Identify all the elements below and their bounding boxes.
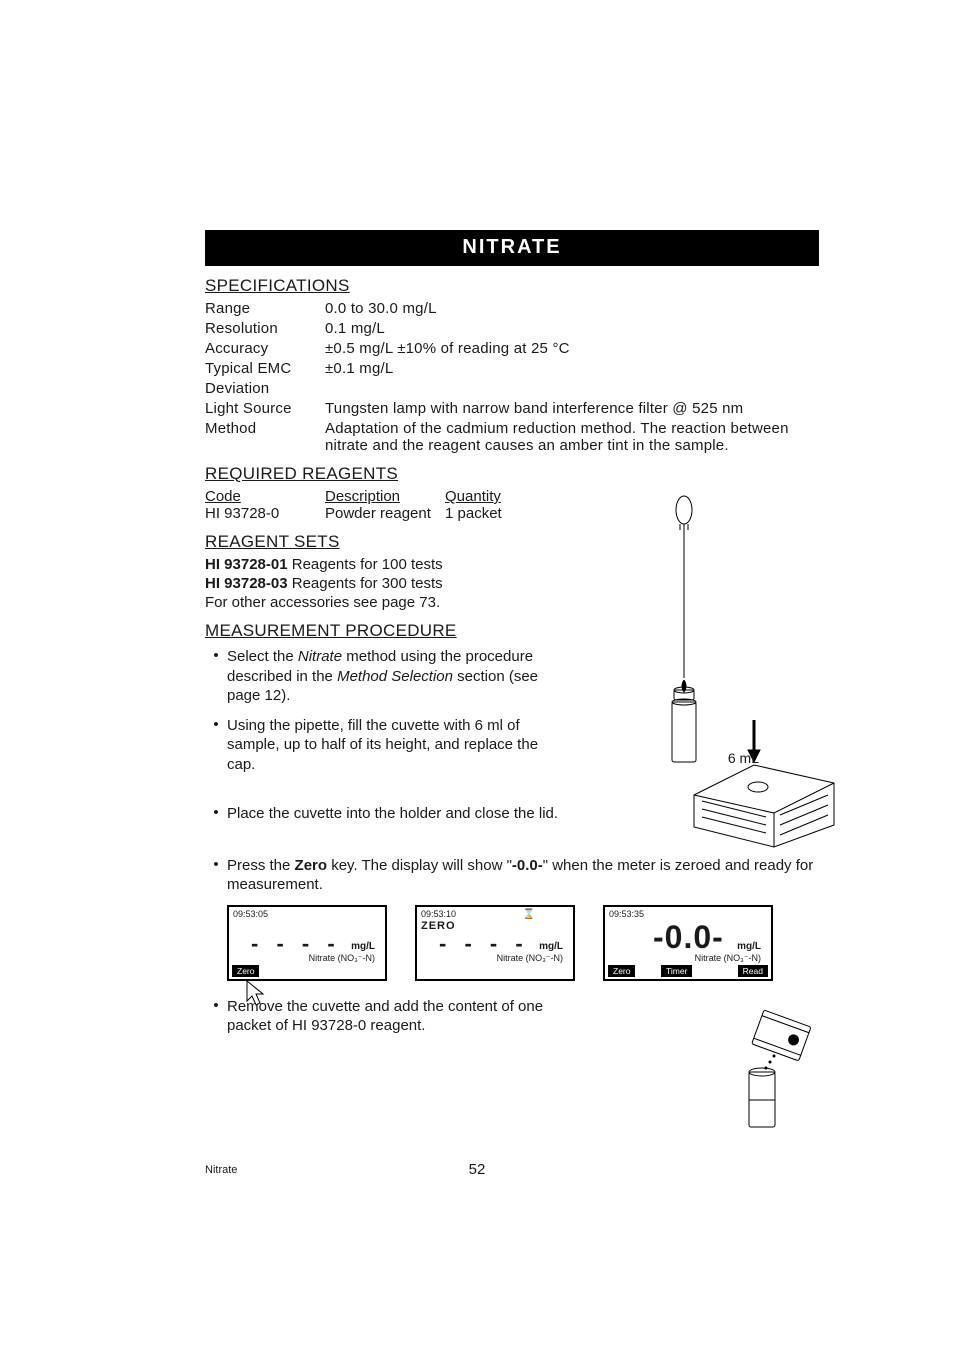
section-required-reagents: REQUIRED REAGENTS [205, 464, 819, 484]
lcd-zero-button[interactable]: Zero [608, 965, 635, 977]
lcd-method: Nitrate (NO₃⁻-N) [309, 953, 375, 964]
spec-value: Tungsten lamp with narrow band interfere… [325, 400, 819, 417]
spec-value: ±0.1 mg/L [325, 360, 819, 377]
section-specifications: SPECIFICATIONS [205, 276, 819, 296]
lcd-unit: mg/L [351, 941, 375, 952]
lcd-reading: -0.0- [653, 919, 724, 956]
spec-row-method: Method Adaptation of the cadmium reducti… [205, 420, 819, 454]
reagent-set-desc: Reagents for 100 tests [292, 556, 443, 573]
page-number: 52 [469, 1161, 486, 1178]
lcd-method: Nitrate (NO₃⁻-N) [497, 953, 563, 964]
reagent-set-code: HI 93728-01 [205, 556, 288, 573]
lcd-screen-1: 09:53:05 - - - - mg/L Nitrate (NO₃⁻-N) Z… [227, 905, 387, 981]
reagent-head-code: Code [205, 488, 325, 505]
lcd-time: 09:53:05 [233, 909, 268, 919]
t: Method Selection [337, 668, 453, 685]
spec-value: ±0.5 mg/L ±10% of reading at 25 °C [325, 340, 819, 357]
bullet-icon: • [205, 856, 227, 895]
lcd-method: Nitrate (NO₃⁻-N) [695, 953, 761, 964]
procedure-text: Press the Zero key. The display will sho… [227, 856, 819, 895]
spec-label: Resolution [205, 320, 325, 337]
page-title-bar: NITRATE [205, 230, 819, 266]
reagent-code: HI 93728-0 [205, 505, 325, 522]
lcd-timer-button[interactable]: Timer [661, 965, 692, 977]
pipette-volume-label: 6 mL [728, 750, 759, 766]
spec-row-accuracy: Accuracy ±0.5 mg/L ±10% of reading at 25… [205, 340, 819, 357]
reagent-head-qty: Quantity [445, 488, 545, 505]
cursor-arrow-icon [245, 979, 271, 1009]
lcd-time: 09:53:10 [421, 909, 456, 919]
spec-value: 0.0 to 30.0 mg/L [325, 300, 819, 317]
t: Nitrate [298, 648, 342, 665]
spec-value: Adaptation of the cadmium reduction meth… [325, 420, 819, 454]
lcd-screens-row: 09:53:05 - - - - mg/L Nitrate (NO₃⁻-N) Z… [227, 905, 819, 981]
spec-value [325, 380, 819, 397]
spec-label: Range [205, 300, 325, 317]
t: Zero [295, 857, 328, 874]
t: Select the [227, 648, 298, 665]
bullet-icon: • [205, 804, 227, 824]
spec-row-emc: Typical EMC ±0.1 mg/L [205, 360, 819, 377]
procedure-step: • Place the cuvette into the holder and … [205, 804, 565, 824]
hourglass-icon: ⌛ [523, 909, 535, 920]
pipette-cuvette-figure [624, 490, 844, 850]
spec-label: Method [205, 420, 325, 454]
lcd-read-button[interactable]: Read [738, 965, 768, 977]
reagent-qty: 1 packet [445, 505, 545, 522]
bullet-icon: • [205, 716, 227, 775]
spec-row-emc2: Deviation [205, 380, 819, 397]
lcd-unit: mg/L [539, 941, 563, 952]
spec-label: Light Source [205, 400, 325, 417]
spec-value: 0.1 mg/L [325, 320, 819, 337]
spec-label: Accuracy [205, 340, 325, 357]
spec-row-light: Light Source Tungsten lamp with narrow b… [205, 400, 819, 417]
reagent-set-code: HI 93728-03 [205, 575, 288, 592]
reagent-set-desc: Reagents for 300 tests [292, 575, 443, 592]
lcd-zero-button[interactable]: Zero [232, 965, 259, 977]
t: -0.0- [512, 857, 543, 874]
bullet-icon: • [205, 647, 227, 706]
reagent-desc: Powder reagent [325, 505, 445, 522]
lcd-screen-3: 09:53:35 -0.0- mg/L Nitrate (NO₃⁻-N) Zer… [603, 905, 773, 981]
spec-label: Deviation [205, 380, 325, 397]
procedure-text: Using the pipette, fill the cuvette with… [227, 716, 565, 775]
t: key. The display will show " [327, 857, 512, 874]
lcd-time: 09:53:35 [609, 909, 644, 919]
footer-label: Nitrate [205, 1164, 237, 1176]
procedure-text: Remove the cuvette and add the content o… [227, 997, 560, 1036]
reagent-head-desc: Description [325, 488, 445, 505]
procedure-step: • Using the pipette, fill the cuvette wi… [205, 716, 565, 775]
spec-row-range: Range 0.0 to 30.0 mg/L [205, 300, 819, 317]
t: Press the [227, 857, 295, 874]
spec-row-resolution: Resolution 0.1 mg/L [205, 320, 819, 337]
spec-label: Typical EMC [205, 360, 325, 377]
lcd-unit: mg/L [737, 941, 761, 952]
lcd-screen-2: 09:53:10 ZERO ⌛ - - - - mg/L Nitrate (NO… [415, 905, 575, 981]
reagent-packet-figure [694, 1010, 844, 1140]
procedure-text: Select the Nitrate method using the proc… [227, 647, 565, 706]
bullet-icon: • [205, 997, 227, 1036]
procedure-step: • Press the Zero key. The display will s… [205, 856, 819, 895]
procedure-step: • Select the Nitrate method using the pr… [205, 647, 565, 706]
procedure-text: Place the cuvette into the holder and cl… [227, 804, 565, 824]
